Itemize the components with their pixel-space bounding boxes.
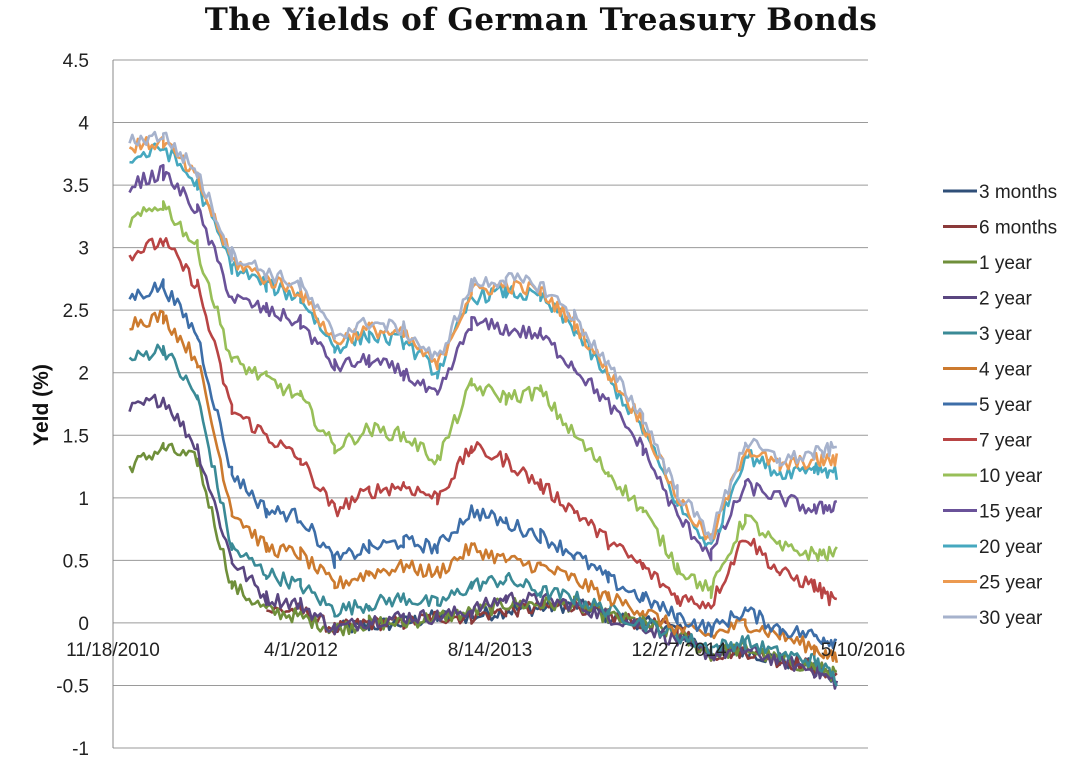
y-tick-labels: 4.5 4 3.5 3 2.5 2 1.5 1 0.5 0 -0.5 -1 [56, 51, 89, 760]
y-tick-label: 4.5 [63, 51, 89, 72]
y-tick-label: 0 [78, 614, 89, 635]
legend-entry: 25 year [943, 573, 1043, 594]
legend-label: 15 year [979, 502, 1043, 523]
y-tick-label: 3 [78, 239, 89, 260]
x-tick-labels: 11/18/2010 4/1/2012 8/14/2013 12/27/2014 5/1… [66, 640, 905, 661]
series-line-10-year [128, 200, 838, 600]
series-line-2-year [128, 393, 839, 690]
legend-label: 6 months [979, 218, 1057, 239]
series-line-5-year [128, 278, 838, 650]
legend-entry: 7 year [943, 431, 1032, 452]
x-tick-label: 8/14/2013 [448, 640, 533, 661]
gridlines [113, 59, 868, 749]
legend-entry: 3 year [943, 324, 1032, 345]
legend-entry: 15 year [943, 502, 1043, 523]
legend-label: 30 year [979, 608, 1043, 629]
chart-title: The Yields of German Treasury Bonds [204, 2, 878, 38]
series-line-20-year [129, 142, 839, 547]
series-line-7-year [128, 237, 838, 610]
series-line-4-year [129, 309, 839, 663]
legend-entry: 1 year [943, 253, 1032, 274]
legend-entry: 20 year [943, 537, 1043, 558]
x-tick-label: 4/1/2012 [264, 640, 338, 661]
legend-entry: 6 months [943, 218, 1057, 239]
series-line-30-year [128, 130, 837, 543]
y-tick-label: 3.5 [63, 176, 89, 197]
legend-label: 25 year [979, 573, 1043, 594]
legend-label: 3 months [979, 182, 1057, 203]
legend-label: 20 year [979, 537, 1043, 558]
y-tick-label: -0.5 [56, 676, 89, 697]
x-tick-label: 5/10/2016 [821, 640, 906, 661]
legend-entry: 2 year [943, 289, 1032, 310]
series-line-25-year [128, 135, 839, 543]
legend-label: 10 year [979, 466, 1043, 487]
legend-entry: 4 year [943, 360, 1032, 381]
y-tick-label: 1 [78, 489, 89, 510]
y-tick-label: 2 [78, 364, 89, 385]
legend-label: 7 year [979, 431, 1032, 452]
y-tick-label: 1.5 [63, 426, 89, 447]
y-axis-title: Yeld (%) [30, 364, 53, 446]
legend: 3 months 6 months 1 year 2 year 3 year 4 year… [943, 182, 1057, 629]
legend-label: 5 year [979, 395, 1032, 416]
legend-label: 3 year [979, 324, 1032, 345]
y-tick-label: 2.5 [63, 301, 89, 322]
legend-label: 1 year [979, 253, 1032, 274]
x-tick-label: 11/18/2010 [66, 640, 160, 661]
legend-label: 2 year [979, 289, 1032, 310]
y-tick-label: 4 [78, 114, 89, 135]
legend-entry: 5 year [943, 395, 1032, 416]
legend-entry: 3 months [943, 182, 1057, 203]
y-tick-label: 0.5 [63, 551, 89, 572]
y-tick-label: -1 [72, 739, 89, 760]
series-line-3-year [128, 343, 838, 687]
x-tick-label: 12/27/2014 [631, 640, 727, 661]
series-lines [128, 130, 839, 690]
series-line-6-months [266, 597, 838, 679]
legend-entry: 30 year [943, 608, 1043, 629]
legend-label: 4 year [979, 360, 1032, 381]
legend-entry: 10 year [943, 466, 1043, 487]
series-line-15-year [128, 163, 838, 562]
